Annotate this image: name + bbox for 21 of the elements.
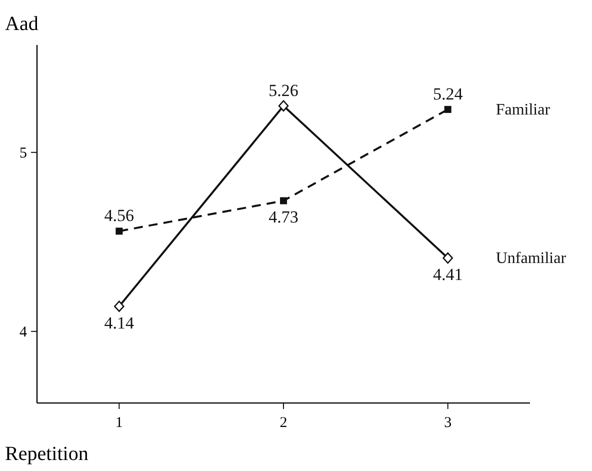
text: Unfamiliar bbox=[496, 250, 567, 268]
x-tick-label: 1 bbox=[115, 415, 123, 431]
point bbox=[442, 252, 453, 264]
x-tick-label: 2 bbox=[280, 415, 288, 431]
data-label: 5.26 bbox=[268, 80, 298, 100]
x-tick-label: 3 bbox=[444, 415, 452, 431]
data-label: 4.14 bbox=[104, 313, 135, 332]
point bbox=[114, 300, 124, 312]
y-tick-label: 4 bbox=[20, 324, 28, 340]
data-label: 4.56 bbox=[104, 206, 134, 226]
point bbox=[116, 228, 123, 235]
point bbox=[444, 106, 452, 113]
data-label: 5.24 bbox=[432, 84, 464, 104]
text: Familiar bbox=[496, 101, 551, 118]
data-label: 4.73 bbox=[268, 208, 298, 227]
y-tick-label: 5 bbox=[20, 145, 27, 162]
point bbox=[280, 197, 287, 204]
x-axis-title: Repetition bbox=[5, 443, 88, 465]
data-label: 4.41 bbox=[432, 265, 463, 284]
y-axis-title: Aad bbox=[5, 13, 38, 35]
point bbox=[278, 100, 289, 112]
